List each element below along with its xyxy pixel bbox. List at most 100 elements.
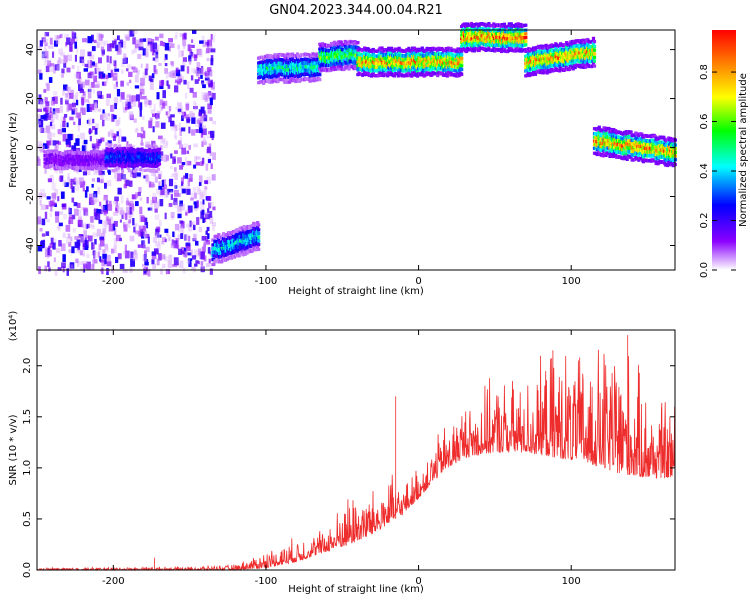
spectrogram-signal-cell — [386, 74, 390, 78]
spectrogram-noise-cell — [164, 68, 168, 74]
spectrogram-noise-cell — [44, 249, 50, 258]
spectrogram-noise-cell — [118, 117, 121, 125]
spectrogram-noise-cell — [40, 240, 45, 248]
spectrogram-noise-cell — [166, 111, 170, 119]
spectrogram-noise-cell — [101, 81, 105, 86]
spectrogram-signal-cell — [608, 154, 612, 158]
spectrogram-noise-cell — [156, 233, 161, 239]
spectrogram-signal-cell — [285, 80, 289, 84]
spectrogram-noise-cell — [178, 122, 181, 131]
spectrogram-noise-cell — [197, 186, 200, 190]
spectrogram-signal-cell — [222, 237, 226, 241]
spectrogram-signal-cell — [531, 68, 535, 72]
spectrogram-signal-cell — [100, 155, 104, 160]
spectrogram-signal-cell — [440, 72, 445, 76]
spectrogram-noise-cell — [68, 242, 72, 247]
spectrogram-signal-cell — [100, 159, 104, 163]
spectrogram-noise-cell — [189, 113, 194, 119]
spectrogram-noise-cell — [184, 251, 188, 255]
spectrogram-noise-cell — [102, 253, 107, 259]
spectrogram-signal-cell — [267, 80, 271, 84]
spectrogram-noise-cell — [96, 32, 101, 41]
spectrogram-signal-cell — [567, 43, 571, 47]
spectrogram-signal-cell — [508, 32, 512, 36]
spectrogram-noise-cell — [210, 48, 216, 53]
spectrogram-noise-cell — [55, 112, 59, 120]
spectrogram-signal-cell — [544, 43, 548, 47]
spectrogram-signal-cell — [491, 24, 495, 28]
spectrogram-noise-cell — [137, 191, 141, 197]
spectrogram-signal-cell — [274, 58, 278, 62]
spectrogram-signal-cell — [583, 43, 587, 47]
spectrogram-signal-cell — [406, 69, 410, 73]
spectrogram-noise-cell — [37, 69, 42, 74]
spectrogram-signal-cell — [571, 42, 575, 47]
spectrogram-signal-cell — [65, 166, 69, 171]
spectrogram-signal-cell — [240, 226, 244, 230]
spectrogram-noise-cell — [163, 154, 168, 163]
spectrogram-noise-cell — [66, 268, 69, 276]
spectrogram-signal-cell — [492, 22, 496, 26]
spectrogram-noise-cell — [125, 106, 130, 110]
spectrogram-signal-cell — [245, 239, 249, 243]
spectrogram-signal-cell — [507, 27, 511, 31]
spectrogram-noise-cell — [115, 44, 119, 52]
spectrogram-signal-cell — [397, 59, 401, 63]
spectrogram-noise-cell — [199, 123, 203, 128]
spectrogram-signal-cell — [541, 71, 545, 75]
spectrogram-noise-cell — [205, 236, 209, 242]
spectrogram-signal-cell — [458, 57, 462, 61]
spectrogram-noise-cell — [47, 178, 52, 183]
spectrogram-signal-cell — [102, 153, 106, 157]
spectrogram-noise-cell — [200, 266, 205, 273]
spectrogram-noise-cell — [77, 219, 82, 227]
spectrogram-signal-cell — [545, 66, 549, 70]
spectrogram-noise-cell — [77, 209, 82, 217]
spectrogram-noise-cell — [93, 100, 98, 108]
spectrogram-noise-cell — [71, 246, 75, 254]
spectrogram-noise-cell — [54, 269, 58, 276]
spectrogram-signal-cell — [57, 163, 61, 167]
spectrogram-signal-cell — [515, 49, 519, 53]
spectrogram-noise-cell — [58, 240, 62, 247]
spectrogram-signal-cell — [346, 40, 350, 44]
spectrogram-signal-cell — [446, 62, 450, 66]
spectrogram-noise-cell — [159, 151, 164, 156]
spectrogram-signal-cell — [448, 68, 452, 72]
spectrogram-signal-cell — [448, 61, 452, 65]
spectrogram-noise-cell — [212, 225, 215, 232]
spectrogram-noise-cell — [94, 239, 97, 245]
spectrogram-noise-cell — [140, 137, 143, 145]
spectrogram-signal-cell — [366, 67, 371, 71]
spectrogram-noise-cell — [101, 230, 105, 239]
spectrogram-noise-cell — [158, 238, 161, 246]
spectrogram-signal-cell — [216, 255, 220, 259]
spectrogram-signal-cell — [528, 58, 532, 62]
spectrogram-noise-cell — [205, 163, 209, 171]
spectrogram-signal-cell — [465, 49, 469, 54]
spectrogram-noise-cell — [167, 84, 171, 89]
spectrogram-noise-cell — [89, 71, 94, 75]
spectrogram-noise-cell — [140, 77, 145, 86]
spectrogram-signal-cell — [245, 246, 249, 250]
spectrogram-signal-cell — [225, 241, 230, 245]
spectrogram-signal-cell — [274, 53, 278, 57]
spectrogram-signal-cell — [612, 128, 616, 132]
spectrogram-signal-cell — [563, 47, 568, 52]
spectrogram-signal-cell — [407, 46, 411, 50]
spectrogram-noise-cell — [84, 190, 88, 198]
spectrogram-noise-cell — [52, 242, 56, 250]
spectrogram-noise-cell — [121, 62, 125, 68]
spectrogram-noise-cell — [38, 98, 44, 105]
spectrogram-signal-cell — [84, 156, 88, 160]
spectrogram-signal-cell — [449, 71, 453, 75]
spectrogram-noise-cell — [152, 192, 156, 201]
spectrogram-signal-cell — [362, 53, 366, 57]
spectrogram-noise-cell — [141, 216, 145, 222]
spectrogram-signal-cell — [155, 169, 159, 173]
spectrogram-noise-cell — [64, 182, 69, 187]
spectrogram-noise-cell — [171, 61, 174, 67]
spectrogram-noise-cell — [114, 196, 119, 202]
spectrogram-signal-cell — [509, 46, 513, 50]
spectrogram-noise-cell — [184, 250, 188, 258]
